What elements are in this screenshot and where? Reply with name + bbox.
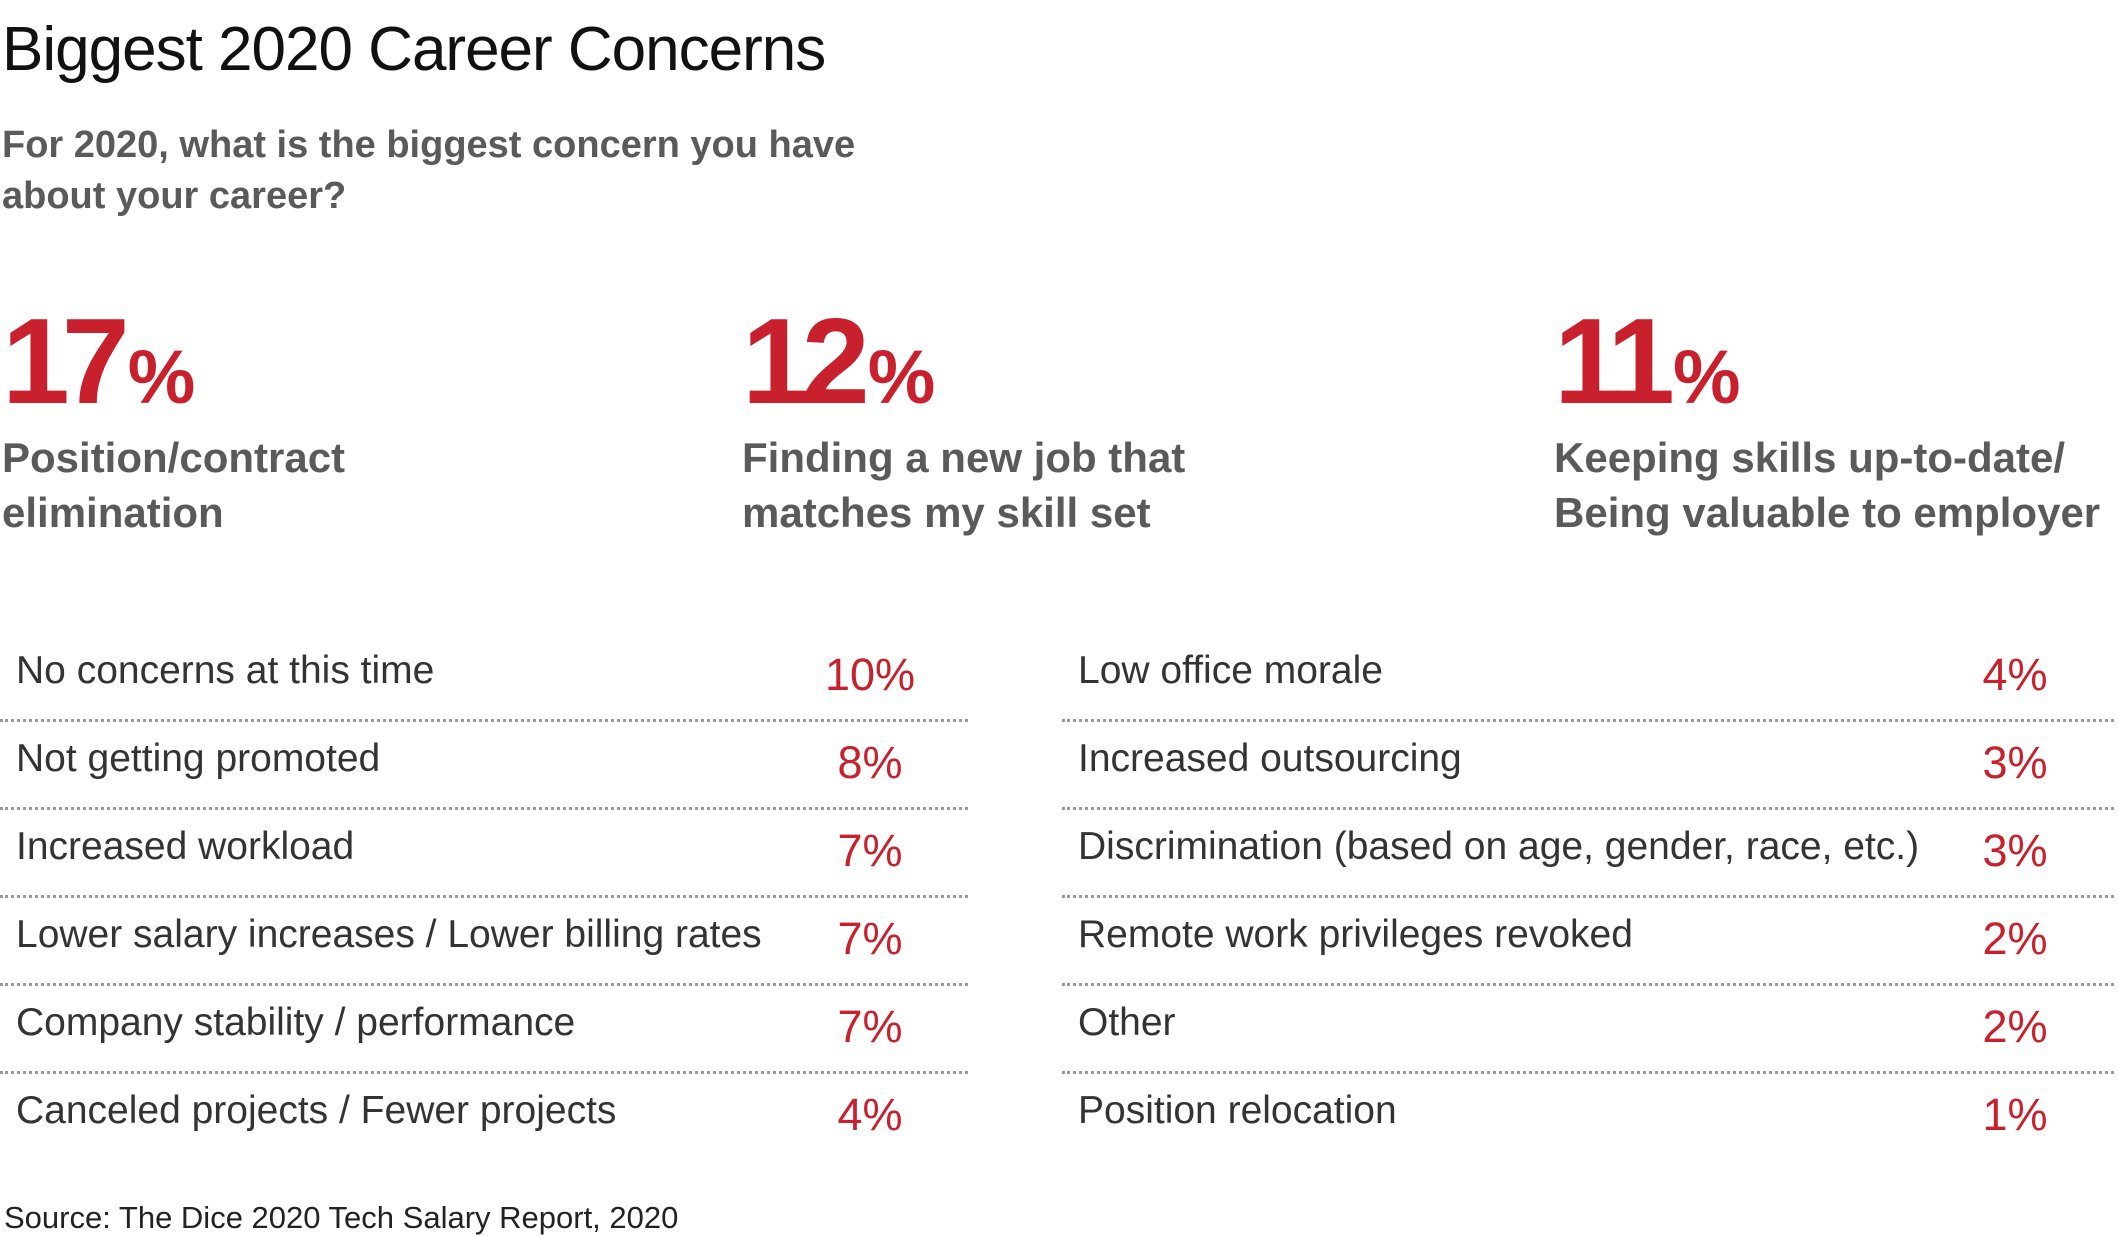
list-item-value: 10%	[824, 649, 916, 700]
highlight-value: 12%	[742, 300, 1185, 422]
list-item-label: Increased workload	[16, 825, 355, 868]
list-item-label: Low office morale	[1078, 649, 1383, 692]
list-item-value: 3%	[1982, 737, 2048, 788]
highlight-label: Finding a new job that matches my skill …	[742, 430, 1185, 540]
list-item-label: Canceled projects / Fewer projects	[16, 1089, 617, 1132]
list-item: Position relocation 1%	[1062, 1074, 2114, 1162]
list-item-label: Other	[1078, 1001, 1176, 1044]
left-concerns-list: No concerns at this time 10% Not getting …	[0, 634, 968, 1162]
list-item: Low office morale 4%	[1062, 634, 2114, 722]
highlight-label-line: Position/contract	[2, 434, 346, 481]
highlight-number: 11	[1554, 293, 1675, 429]
chart-subtitle: For 2020, what is the biggest concern yo…	[2, 124, 856, 217]
list-item: Discrimination (based on age, gender, ra…	[1062, 810, 2114, 898]
highlight-label-line: matches my skill set	[742, 489, 1151, 536]
list-item-label: Remote work privileges revoked	[1078, 913, 1633, 956]
list-item-value: 1%	[1982, 1089, 2048, 1140]
list-item-value: 2%	[1982, 913, 2048, 964]
list-item: Canceled projects / Fewer projects 4%	[0, 1074, 968, 1162]
list-item-value: 7%	[837, 825, 903, 876]
list-item: Remote work privileges revoked 2%	[1062, 898, 2114, 986]
list-item-label: Company stability / performance	[16, 1001, 576, 1044]
highlight-label-line: Keeping skills up-to-date/	[1554, 434, 2066, 481]
source-note: Source: The Dice 2020 Tech Salary Report…	[4, 1200, 679, 1235]
list-item-label: No concerns at this time	[16, 649, 435, 692]
highlight-percent-sign: %	[127, 335, 196, 420]
highlight-keeping-skills: 11% Keeping skills up-to-date/ Being val…	[1554, 300, 2100, 540]
list-item: Other 2%	[1062, 986, 2114, 1074]
highlight-percent-sign: %	[1672, 335, 1741, 420]
list-item-value: 2%	[1982, 1001, 2048, 1052]
list-item: Not getting promoted 8%	[0, 722, 968, 810]
highlight-label-line: Being valuable to employer	[1554, 489, 2101, 536]
list-item-value: 7%	[837, 913, 903, 964]
list-item: No concerns at this time 10%	[0, 634, 968, 722]
list-item: Lower salary increases / Lower billing r…	[0, 898, 968, 986]
list-item: Increased workload 7%	[0, 810, 968, 898]
list-item-label: Position relocation	[1078, 1089, 1397, 1132]
highlight-number: 12	[742, 293, 870, 429]
highlight-percent-sign: %	[867, 335, 936, 420]
list-item-value: 4%	[1982, 649, 2048, 700]
highlight-label-line: Finding a new job that	[742, 434, 1186, 481]
right-concerns-list: Low office morale 4% Increased outsourcin…	[1062, 634, 2114, 1162]
list-item-value: 3%	[1982, 825, 2048, 876]
list-item-value: 4%	[837, 1089, 903, 1140]
list-item: Increased outsourcing 3%	[1062, 722, 2114, 810]
highlight-value: 11%	[1554, 300, 2100, 422]
highlight-label: Position/contract elimination	[2, 430, 345, 540]
highlight-finding-new-job: 12% Finding a new job that matches my sk…	[742, 300, 1185, 540]
highlight-label: Keeping skills up-to-date/ Being valuabl…	[1554, 430, 2100, 540]
highlight-number: 17	[2, 293, 130, 429]
list-item-label: Lower salary increases / Lower billing r…	[16, 913, 762, 956]
list-item-value: 8%	[837, 737, 903, 788]
highlight-value: 17%	[2, 300, 345, 422]
highlight-position-elimination: 17% Position/contract elimination	[2, 300, 345, 540]
list-item-label: Not getting promoted	[16, 737, 381, 780]
highlight-label-line: elimination	[2, 489, 224, 536]
list-item-label: Increased outsourcing	[1078, 737, 1462, 780]
list-item-label: Discrimination (based on age, gender, ra…	[1078, 825, 1920, 868]
chart-title: Biggest 2020 Career Concerns	[2, 15, 826, 84]
list-item: Company stability / performance 7%	[0, 986, 968, 1074]
list-item-value: 7%	[837, 1001, 903, 1052]
